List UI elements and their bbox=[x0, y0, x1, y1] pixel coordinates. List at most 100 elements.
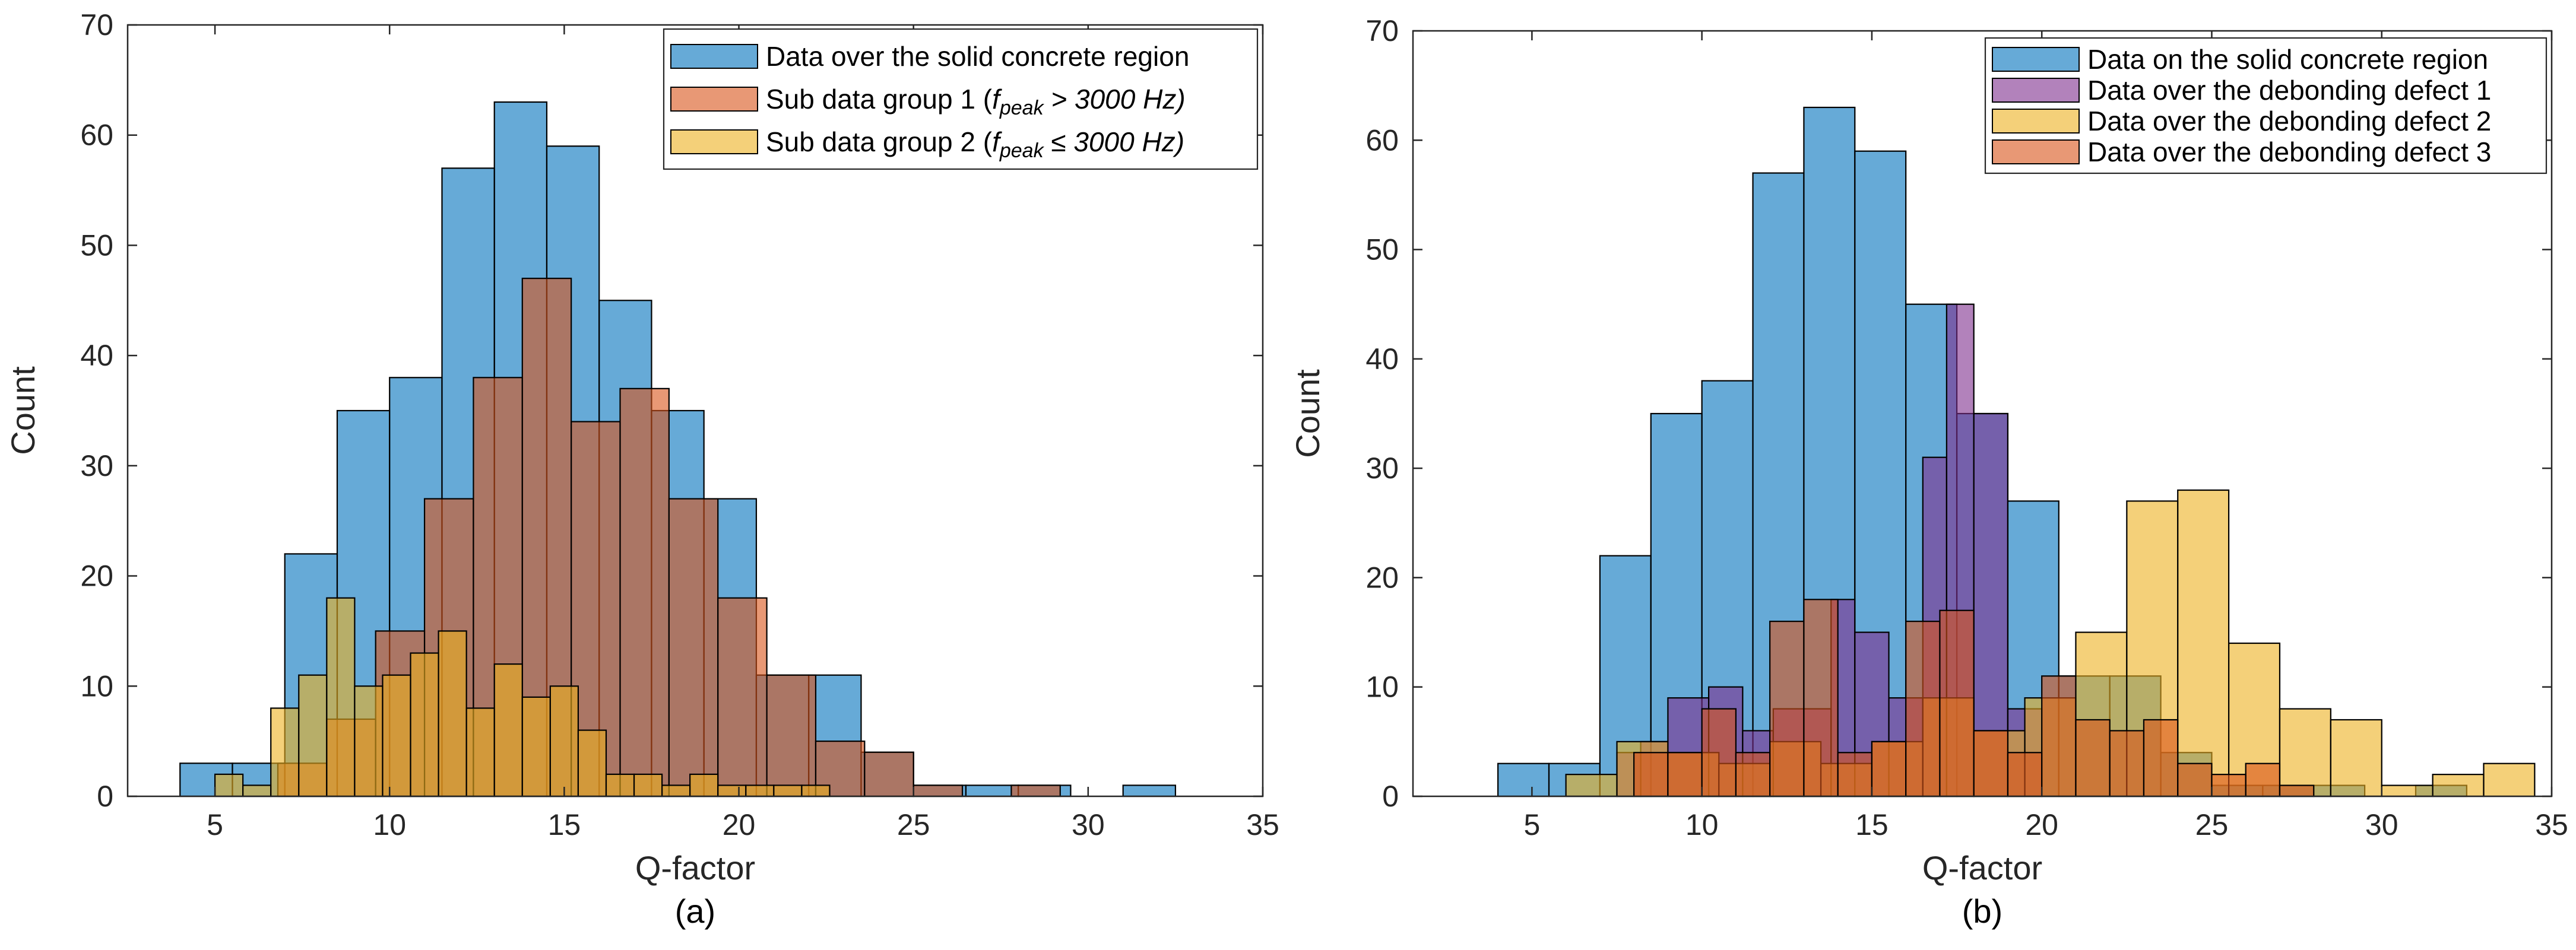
histogram-bar bbox=[965, 784, 1019, 798]
histogram-bar bbox=[326, 597, 356, 798]
x-tick-label: 20 bbox=[2025, 808, 2058, 841]
histogram-bar bbox=[521, 696, 551, 798]
legend-text-part: Data over the debonding defect 2 bbox=[2087, 106, 2491, 136]
histogram-bar bbox=[2381, 784, 2434, 798]
legend-swatch bbox=[1992, 78, 2080, 103]
x-axis-label: Q-factor bbox=[1922, 849, 2042, 887]
histogram-panel-a: 5 10 15 20 25 30 35 0 10 20 30 40 50 60 70 Q-factor Coun… bbox=[4, 8, 1279, 930]
y-tick-label: 0 bbox=[1382, 780, 1399, 813]
histogram-bar bbox=[2075, 719, 2111, 798]
histogram-bar bbox=[2279, 708, 2331, 798]
legend-text-part: peak bbox=[999, 139, 1045, 162]
histogram-bar bbox=[605, 773, 635, 798]
histogram-bar bbox=[2177, 762, 2213, 798]
histogram-bar bbox=[2279, 784, 2315, 798]
histogram-bar bbox=[465, 707, 495, 798]
histogram-bar bbox=[801, 784, 831, 798]
histogram-bar bbox=[577, 729, 607, 798]
x-tick-label: 35 bbox=[1246, 808, 1279, 841]
x-tick-label: 15 bbox=[548, 808, 581, 841]
x-tick-label: 30 bbox=[1072, 808, 1105, 841]
histogram-bar bbox=[661, 784, 691, 798]
x-tick-label: 25 bbox=[2195, 808, 2229, 841]
y-tick-label: 20 bbox=[1365, 561, 1399, 594]
histogram-bar bbox=[1871, 741, 1907, 798]
histogram-bar bbox=[2177, 489, 2230, 798]
legend-swatch bbox=[670, 129, 758, 154]
histogram-bar bbox=[2041, 675, 2077, 798]
histogram-bar bbox=[766, 674, 817, 798]
legend-entry-label: Data over the debonding defect 3 bbox=[2087, 136, 2491, 167]
histogram-bar bbox=[1122, 784, 1177, 798]
histogram-bar bbox=[382, 674, 411, 798]
y-axis-label: Count bbox=[4, 366, 42, 455]
legend-swatch bbox=[1992, 109, 2080, 134]
histogram-bar bbox=[1735, 752, 1771, 798]
histogram-bar bbox=[717, 597, 768, 798]
histogram-bar bbox=[1973, 730, 2009, 798]
y-tick-label: 60 bbox=[1365, 123, 1399, 157]
histogram-panel-b: 5 10 15 20 25 30 35 0 10 20 30 40 50 60 70 Q-factor Coun… bbox=[1289, 14, 2568, 930]
histogram-bar bbox=[2109, 730, 2145, 798]
histogram-bar bbox=[1633, 752, 1669, 798]
y-tick-label: 30 bbox=[1365, 452, 1399, 485]
y-tick-label: 30 bbox=[80, 449, 113, 482]
histogram-bar bbox=[745, 784, 775, 798]
y-tick-label: 70 bbox=[1365, 14, 1399, 47]
legend-box bbox=[663, 28, 1259, 170]
legend-swatch bbox=[670, 44, 758, 69]
legend-text-part: Sub data group 2 ( bbox=[766, 126, 993, 157]
histogram-bar bbox=[912, 784, 964, 798]
legend-entry-label: Data over the debonding defect 2 bbox=[2087, 106, 2491, 136]
histogram-bar bbox=[410, 652, 439, 798]
y-tick-label: 20 bbox=[80, 560, 113, 593]
x-tick-label: 35 bbox=[2535, 808, 2568, 841]
y-axis-label: Count bbox=[1289, 369, 1326, 458]
histogram-bar bbox=[214, 773, 244, 798]
y-tick-label: 0 bbox=[97, 780, 113, 813]
histogram-bar bbox=[1667, 752, 1703, 798]
x-tick-label: 20 bbox=[723, 808, 756, 841]
histogram-bar bbox=[633, 773, 663, 798]
histogram-bar bbox=[549, 685, 579, 798]
histogram-bar bbox=[1701, 708, 1737, 798]
histogram-bar bbox=[1939, 609, 1975, 798]
histogram-bar bbox=[242, 784, 272, 798]
x-tick-label: 25 bbox=[897, 808, 930, 841]
x-axis-label: Q-factor bbox=[635, 849, 755, 887]
histogram-bar bbox=[298, 674, 328, 798]
histogram-bar bbox=[270, 707, 300, 798]
histogram-bar bbox=[668, 498, 719, 798]
legend-text-part: > 3000 Hz) bbox=[1044, 84, 1186, 115]
histogram-bar bbox=[1905, 621, 1941, 798]
histogram-bar bbox=[1803, 599, 1839, 798]
y-tick-label: 40 bbox=[80, 339, 113, 372]
legend-swatch bbox=[670, 87, 758, 112]
histogram-bar bbox=[689, 773, 719, 798]
histogram-bar bbox=[717, 784, 747, 798]
histogram-bar bbox=[1497, 762, 1550, 798]
legend-text-part: Data over the debonding defect 3 bbox=[2087, 136, 2491, 167]
x-tick-label: 5 bbox=[1523, 808, 1540, 841]
x-tick-label: 30 bbox=[2365, 808, 2398, 841]
legend-entry-label: Data on the solid concrete region bbox=[2087, 44, 2488, 75]
series-4 bbox=[1633, 599, 2315, 798]
legend-text-part: Data over the debonding defect 1 bbox=[2087, 75, 2491, 106]
legend-text-part: f bbox=[992, 126, 1002, 157]
axes-box bbox=[126, 24, 1264, 798]
legend-text-part: Data on the solid concrete region bbox=[2087, 44, 2488, 75]
legend-text-part: Data over the solid concrete region bbox=[766, 41, 1189, 72]
x-tick-label: 15 bbox=[1855, 808, 1889, 841]
y-tick-label: 50 bbox=[1365, 233, 1399, 266]
histogram-bar bbox=[2245, 762, 2281, 798]
legend-entry-label: Data over the debonding defect 1 bbox=[2087, 75, 2491, 106]
histogram-bar bbox=[438, 630, 467, 798]
panel-caption: (a) bbox=[675, 892, 715, 930]
histogram-bar bbox=[773, 784, 803, 798]
histogram-bar bbox=[1837, 752, 1873, 798]
histogram-bar bbox=[1010, 784, 1061, 798]
histogram-bar bbox=[1769, 621, 1805, 798]
y-tick-label: 60 bbox=[80, 119, 113, 152]
legend-swatch bbox=[1992, 139, 2080, 164]
